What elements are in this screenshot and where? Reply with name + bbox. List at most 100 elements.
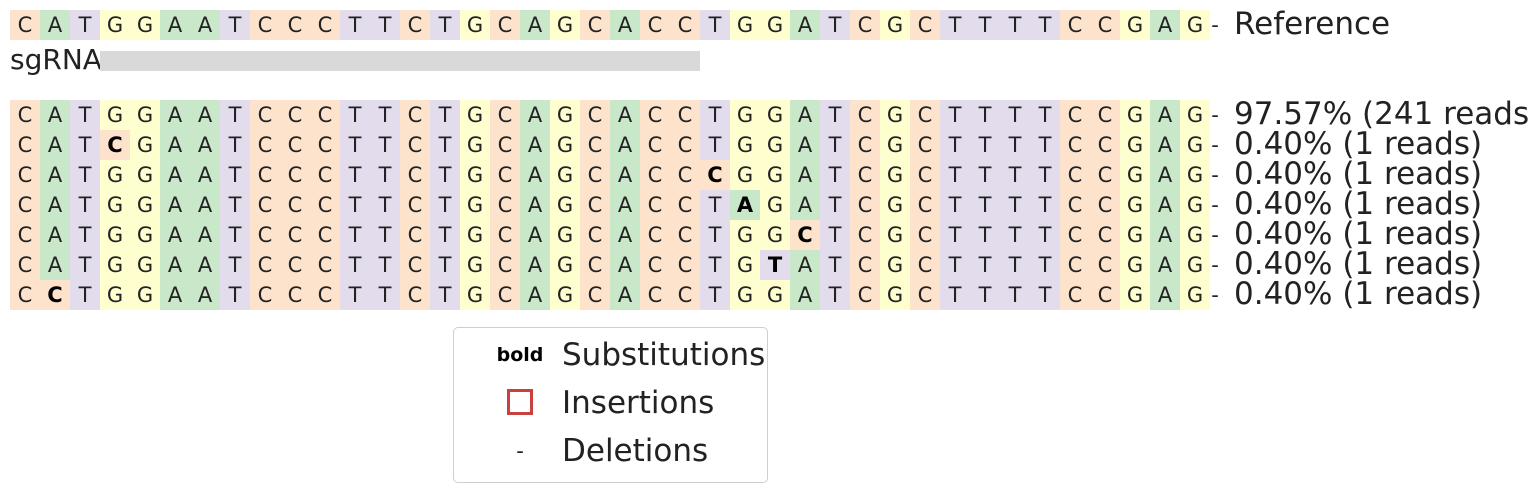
nucleotide-cell: A (520, 250, 550, 280)
nucleotide-cell: A (160, 250, 190, 280)
nucleotide-cell: T (700, 190, 730, 220)
sgrna-label: sgRNA (10, 43, 102, 76)
nucleotide-cell: C (400, 190, 430, 220)
nucleotide-cell: A (790, 250, 820, 280)
nucleotide-cell: T (370, 10, 400, 40)
nucleotide-cell: A (790, 190, 820, 220)
nucleotide-cell: A (790, 100, 820, 130)
nucleotide-cell: T (70, 190, 100, 220)
nucleotide-cell: T (970, 280, 1000, 310)
nucleotide-cell: G (880, 10, 910, 40)
nucleotide-cell: T (1030, 190, 1060, 220)
nucleotide-cell: C (490, 10, 520, 40)
nucleotide-cell: T (70, 100, 100, 130)
legend-label-insertions: Insertions (562, 385, 715, 421)
nucleotide-cell: T (940, 220, 970, 250)
nucleotide-cell: T (940, 100, 970, 130)
gap-dash: - (1211, 13, 1219, 37)
nucleotide-cell: A (1150, 130, 1180, 160)
nucleotide-cell: G (550, 160, 580, 190)
nucleotide-cell: C (400, 100, 430, 130)
nucleotide-cell: G (550, 130, 580, 160)
nucleotide-cell: G (1120, 280, 1150, 310)
nucleotide-cell: C (1060, 190, 1090, 220)
nucleotide-cell: A (160, 100, 190, 130)
nucleotide-cell: T (970, 250, 1000, 280)
nucleotide-cell: T (340, 190, 370, 220)
nucleotide-cell: A (520, 100, 550, 130)
nucleotide-cell: C (1060, 10, 1090, 40)
nucleotide-cell: C (850, 100, 880, 130)
nucleotide-cell: T (430, 160, 460, 190)
nucleotide-cell: G (100, 280, 130, 310)
row-label: 97.57% (241 reads) (1234, 96, 1528, 132)
nucleotide-cell: T (700, 220, 730, 250)
nucleotide-cell: G (760, 220, 790, 250)
nucleotide-cell: G (130, 130, 160, 160)
nucleotide-cell: T (1000, 190, 1030, 220)
nucleotide-cell: G (550, 190, 580, 220)
nucleotide-cell: G (550, 100, 580, 130)
nucleotide-cell: T (430, 280, 460, 310)
nucleotide-cell: C (850, 250, 880, 280)
nucleotide-cell: T (340, 250, 370, 280)
nucleotide-cell: A (40, 100, 70, 130)
nucleotide-cell: G (460, 160, 490, 190)
gap-dash: - (1211, 223, 1219, 247)
nucleotide-cell: T (1030, 10, 1060, 40)
nucleotide-cell: G (460, 280, 490, 310)
nucleotide-cell: C (910, 100, 940, 130)
substituted-base: A (730, 190, 760, 220)
row-label: 0.40% (1 reads) (1234, 156, 1483, 192)
nucleotide-cell: C (850, 10, 880, 40)
nucleotide-cell: C (250, 190, 280, 220)
nucleotide-cell: G (760, 100, 790, 130)
row-label: 0.40% (1 reads) (1234, 246, 1483, 282)
nucleotide-cell: A (190, 190, 220, 220)
nucleotide-cell: T (700, 10, 730, 40)
gap-dash: - (1211, 253, 1219, 277)
nucleotide-cell: T (220, 220, 250, 250)
nucleotide-cell: A (790, 130, 820, 160)
nucleotide-cell: C (850, 160, 880, 190)
nucleotide-cell: A (190, 280, 220, 310)
nucleotide-cell: G (460, 190, 490, 220)
nucleotide-cell: T (70, 250, 100, 280)
nucleotide-cell: C (250, 160, 280, 190)
nucleotide-cell: C (250, 10, 280, 40)
nucleotide-cell: T (820, 10, 850, 40)
nucleotide-cell: A (520, 280, 550, 310)
nucleotide-cell: C (10, 280, 40, 310)
nucleotide-cell: C (250, 130, 280, 160)
nucleotide-cell: C (640, 10, 670, 40)
nucleotide-cell: A (190, 10, 220, 40)
nucleotide-cell: T (970, 10, 1000, 40)
nucleotide-cell: T (940, 250, 970, 280)
nucleotide-cell: G (100, 250, 130, 280)
nucleotide-cell: C (640, 250, 670, 280)
nucleotide-cell: C (910, 280, 940, 310)
legend: bold Substitutions Insertions - Deletion… (453, 327, 768, 483)
nucleotide-cell: G (1120, 100, 1150, 130)
nucleotide-cell: A (160, 190, 190, 220)
nucleotide-cell: C (640, 100, 670, 130)
nucleotide-cell: T (700, 100, 730, 130)
nucleotide-cell: C (280, 100, 310, 130)
nucleotide-cell: T (940, 160, 970, 190)
nucleotide-cell: C (670, 190, 700, 220)
nucleotide-cell: G (550, 10, 580, 40)
nucleotide-cell: C (670, 100, 700, 130)
nucleotide-cell: A (40, 220, 70, 250)
nucleotide-cell: T (70, 130, 100, 160)
nucleotide-cell: T (370, 250, 400, 280)
nucleotide-cell: C (10, 220, 40, 250)
nucleotide-cell: C (580, 130, 610, 160)
nucleotide-cell: T (430, 190, 460, 220)
nucleotide-cell: C (10, 10, 40, 40)
nucleotide-cell: G (130, 160, 160, 190)
nucleotide-cell: C (910, 130, 940, 160)
nucleotide-cell: A (1150, 250, 1180, 280)
nucleotide-cell: T (1000, 250, 1030, 280)
nucleotide-cell: C (250, 280, 280, 310)
nucleotide-cell: T (340, 280, 370, 310)
